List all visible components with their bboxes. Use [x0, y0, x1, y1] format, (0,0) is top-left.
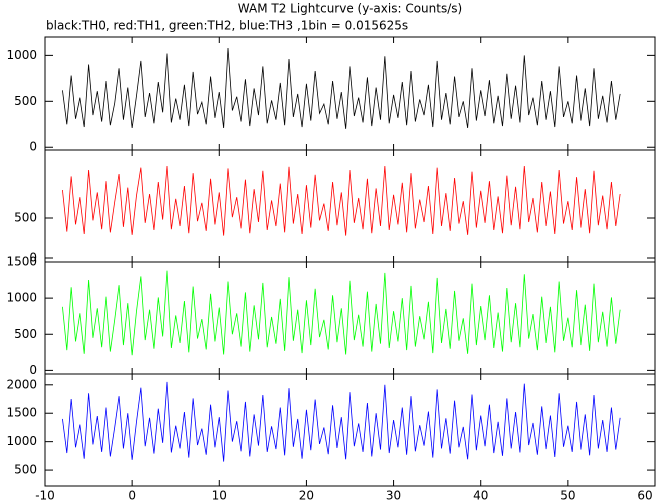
x-tick-label: -10 [35, 489, 55, 503]
chart-subtitle: black:TH0, red:TH1, green:TH2, blue:TH3 … [46, 19, 408, 33]
y-tick-label: 1000 [6, 48, 37, 62]
y-tick-label: 1000 [6, 434, 37, 448]
y-tick-label: 1000 [6, 291, 37, 305]
x-tick-label: 10 [212, 489, 227, 503]
lightcurve [62, 381, 621, 462]
chart-title: WAM T2 Lightcurve (y-axis: Counts/s) [238, 2, 462, 16]
panel-frame [44, 373, 656, 487]
y-tick-label: 500 [14, 211, 37, 225]
y-tick-label: 0 [29, 363, 37, 377]
x-tick-label: 40 [473, 489, 488, 503]
y-tick-label: 1500 [6, 255, 37, 269]
y-tick-label: 500 [14, 327, 37, 341]
x-tick-label: 0 [128, 489, 136, 503]
y-tick-label: 500 [14, 94, 37, 108]
y-tick-label: 500 [14, 463, 37, 477]
x-tick-label: 50 [560, 489, 575, 503]
y-tick-label: 0 [29, 251, 37, 265]
x-tick-label: 20 [299, 489, 314, 503]
y-tick-label: 2000 [6, 377, 37, 391]
y-tick-label: 1500 [6, 406, 37, 420]
x-tick-label: 60 [637, 489, 652, 503]
lightcurve [62, 47, 621, 129]
lightcurve [62, 165, 621, 236]
y-tick-label: 0 [29, 140, 37, 154]
lightcurve [62, 270, 621, 356]
x-tick-label: 30 [386, 489, 401, 503]
